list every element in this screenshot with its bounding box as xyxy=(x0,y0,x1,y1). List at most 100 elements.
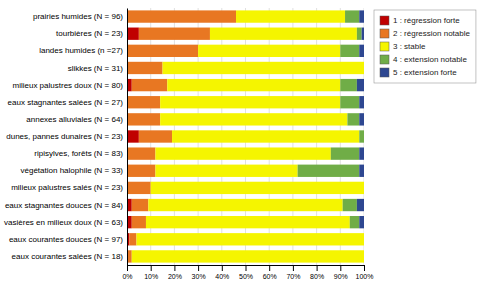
x-tick-mark xyxy=(317,265,318,271)
legend-swatch xyxy=(380,42,389,51)
bar-segment xyxy=(172,130,359,142)
x-tick: 20% xyxy=(168,265,182,280)
y-tick: tourbières (N = 23) xyxy=(56,29,123,38)
x-tick-mark xyxy=(198,265,199,271)
bar-segment xyxy=(359,216,364,228)
bar-segment xyxy=(146,216,350,228)
x-tick-label: 10% xyxy=(144,273,158,280)
x-tick-label: 30% xyxy=(192,273,206,280)
legend-label: 3 : stable xyxy=(393,42,426,51)
legend-label: 4 : extension notable xyxy=(393,55,467,64)
y-tick-label: végétation halophile (N = 33) xyxy=(20,166,123,175)
y-tick-label: landes humides (n =27) xyxy=(39,46,123,55)
legend-item: 3 : stable xyxy=(380,42,426,51)
bar-segment xyxy=(148,199,342,211)
x-tick-label: 0% xyxy=(122,273,132,280)
y-tick: dunes, pannes dunaires (N = 23) xyxy=(6,132,123,141)
legend-swatch xyxy=(380,29,389,38)
x-tick: 30% xyxy=(192,265,206,280)
bar-segment xyxy=(340,79,357,91)
bar-segment xyxy=(127,10,236,22)
bar-segment xyxy=(345,10,359,22)
x-tick-label: 20% xyxy=(168,273,182,280)
bar-segment xyxy=(340,45,359,57)
series xyxy=(357,10,364,228)
y-tick: eaux courantes douces (N = 97) xyxy=(9,235,123,244)
bar-segment xyxy=(350,216,359,228)
bar-segment xyxy=(364,250,365,262)
y-tick-label: ripisylves, forêts (N = 83) xyxy=(34,149,123,158)
y-tick: milieux palustres doux (N = 80) xyxy=(13,81,124,90)
plot: 0%10%20%30%40%50%60%70%80%90%100%prairie… xyxy=(4,8,373,280)
bar-segment xyxy=(139,28,210,40)
bar-segment xyxy=(127,182,151,194)
x-tick: 40% xyxy=(215,265,229,280)
x-tick-mark xyxy=(222,265,223,271)
y-tick: annexes alluviales (N = 64) xyxy=(26,115,123,124)
bar-segment xyxy=(357,79,364,91)
bar-segment xyxy=(364,182,365,194)
x-tick-mark xyxy=(174,265,175,271)
legend-swatch xyxy=(380,16,389,25)
y-tick-label: milieux palustres salés (N = 23) xyxy=(11,183,123,192)
grid-line xyxy=(127,8,128,265)
bar-segment xyxy=(132,216,146,228)
bar-segment xyxy=(364,233,365,245)
bar-segment xyxy=(127,28,139,40)
bar-segment xyxy=(364,130,365,142)
y-tick-label: dunes, pannes dunaires (N = 23) xyxy=(6,132,123,141)
bar-segment xyxy=(160,113,347,125)
bar-segment xyxy=(163,62,364,74)
bar-segment xyxy=(167,79,340,91)
bar-segment xyxy=(127,62,163,74)
y-tick-label: milieux palustres doux (N = 80) xyxy=(13,81,124,90)
bar-segment xyxy=(151,182,364,194)
bar-segment xyxy=(127,130,139,142)
y-tick-label: annexes alluviales (N = 64) xyxy=(26,115,123,124)
x-tick-mark xyxy=(127,265,128,271)
x-tick: 50% xyxy=(239,265,253,280)
x-tick: 70% xyxy=(286,265,300,280)
y-axis-line xyxy=(127,9,128,266)
bar-segment xyxy=(357,28,362,40)
legend-item: 2 : régression notable xyxy=(380,29,470,38)
bar-segment xyxy=(343,199,357,211)
x-tick-mark xyxy=(269,265,270,271)
x-tick-mark xyxy=(340,265,341,271)
legend-label: 1 : régression forte xyxy=(393,16,460,25)
bar-segment xyxy=(364,62,365,74)
x-tick-mark xyxy=(364,265,365,271)
y-tick-label: eaux courantes salées (N = 18) xyxy=(12,252,124,261)
bar-segment xyxy=(364,233,365,245)
bar-segment xyxy=(127,96,160,108)
y-tick: slikkes (N = 31) xyxy=(68,64,124,73)
x-tick: 60% xyxy=(263,265,277,280)
grid xyxy=(127,8,364,265)
legend-item: 5 : extension forte xyxy=(380,68,457,77)
y-tick: ripisylves, forêts (N = 83) xyxy=(34,149,123,158)
x-tick-label: 90% xyxy=(334,273,348,280)
bar-segment xyxy=(298,165,360,177)
y-tick-label: tourbières (N = 23) xyxy=(56,29,123,38)
x-tick-label: 70% xyxy=(286,273,300,280)
y-tick-label: vasières en milieux doux (N = 63) xyxy=(4,218,123,227)
x-tick: 100% xyxy=(356,265,374,280)
bar-segment xyxy=(127,165,155,177)
bar-segment xyxy=(127,45,198,57)
bar-segment xyxy=(340,96,359,108)
x-tick: 0% xyxy=(122,265,132,280)
bar-segment xyxy=(198,45,340,57)
bar-segment xyxy=(136,233,364,245)
bar-segment xyxy=(331,147,359,159)
bar-segment xyxy=(132,199,149,211)
legend-item: 1 : régression forte xyxy=(380,16,460,25)
y-tick-label: eaux courantes douces (N = 97) xyxy=(9,235,123,244)
series xyxy=(298,10,364,228)
bar-segment xyxy=(139,130,172,142)
legend-label: 2 : régression notable xyxy=(393,29,470,38)
bar-segment xyxy=(127,147,155,159)
legend-item: 4 : extension notable xyxy=(380,55,467,64)
bar-segment xyxy=(347,113,359,125)
bar-segment xyxy=(155,147,330,159)
bar-segment xyxy=(359,130,364,142)
